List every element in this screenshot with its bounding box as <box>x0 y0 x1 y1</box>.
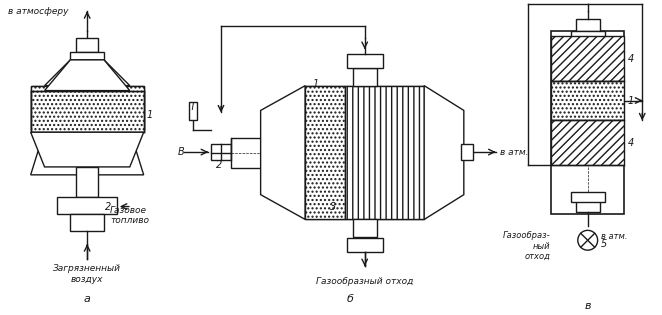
Text: а: а <box>83 294 91 304</box>
Bar <box>551 31 624 215</box>
Text: в атм.: в атм. <box>600 232 627 241</box>
Bar <box>347 238 383 252</box>
Text: Загрязненный
воздух: Загрязненный воздух <box>53 264 121 284</box>
Bar <box>551 120 624 165</box>
Bar <box>76 167 98 197</box>
Bar <box>70 52 104 60</box>
Bar <box>345 86 424 220</box>
Polygon shape <box>30 86 144 130</box>
Bar <box>347 54 383 68</box>
Text: 5: 5 <box>600 239 607 249</box>
Bar <box>231 138 261 168</box>
Polygon shape <box>424 86 464 220</box>
Bar <box>576 200 600 211</box>
Bar <box>189 102 197 120</box>
Text: 4: 4 <box>628 138 634 148</box>
Text: 3: 3 <box>330 202 336 212</box>
Text: 1: 1 <box>147 110 153 120</box>
Polygon shape <box>44 60 130 86</box>
Text: 2: 2 <box>216 160 222 170</box>
Text: 2: 2 <box>105 202 111 212</box>
Bar <box>211 144 231 160</box>
Text: в: в <box>585 301 591 311</box>
Text: 1: 1 <box>628 95 634 106</box>
Bar <box>551 81 624 120</box>
Text: В: В <box>177 147 184 157</box>
Bar <box>305 86 345 220</box>
Bar <box>30 91 144 132</box>
Polygon shape <box>44 60 130 91</box>
Text: Газообраз-
ный
отход: Газообраз- ный отход <box>502 231 550 261</box>
Bar <box>353 68 377 86</box>
Text: в атм.: в атм. <box>500 147 529 157</box>
Bar <box>58 197 117 215</box>
Polygon shape <box>261 86 305 220</box>
Bar <box>353 220 377 237</box>
Polygon shape <box>30 132 144 167</box>
Bar <box>30 86 144 130</box>
Text: в атмосферу: в атмосферу <box>8 7 68 16</box>
Bar <box>571 192 604 202</box>
Bar <box>76 38 98 52</box>
Text: б: б <box>346 294 354 304</box>
Bar <box>70 215 104 231</box>
Text: 4: 4 <box>628 54 634 64</box>
Bar <box>576 19 600 31</box>
Polygon shape <box>30 130 144 175</box>
Bar <box>571 31 604 41</box>
Text: Т: Т <box>189 102 195 112</box>
Bar <box>551 36 624 81</box>
Bar <box>461 144 473 160</box>
Bar <box>305 86 424 220</box>
Circle shape <box>223 150 229 156</box>
Text: Газообразный отход: Газообразный отход <box>316 278 413 286</box>
Circle shape <box>578 230 598 250</box>
Text: Газовое
топливо: Газовое топливо <box>110 206 149 225</box>
Text: 1: 1 <box>312 79 318 89</box>
Circle shape <box>213 150 219 156</box>
